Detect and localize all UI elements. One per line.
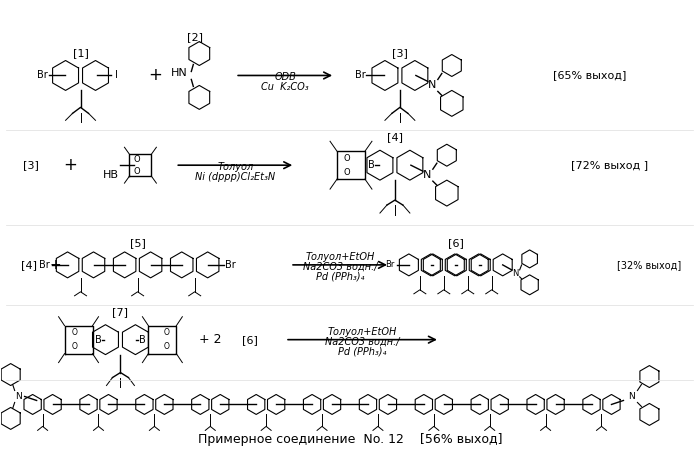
Text: O: O (164, 328, 169, 337)
Text: Br: Br (385, 261, 395, 269)
Text: O: O (344, 154, 350, 163)
Text: N: N (512, 269, 519, 278)
Text: Толуол: Толуол (217, 162, 253, 172)
Text: ODB: ODB (274, 73, 296, 83)
Text: [6]: [6] (243, 335, 258, 345)
Text: Pd (PPh₃)₄: Pd (PPh₃)₄ (338, 346, 387, 357)
Text: O: O (133, 155, 140, 164)
Text: [3]: [3] (392, 49, 408, 59)
Text: Примерное соединение  No. 12    [56% выход]: Примерное соединение No. 12 [56% выход] (198, 433, 503, 446)
Text: [65% выход]: [65% выход] (553, 70, 626, 80)
Text: N: N (15, 392, 22, 401)
Text: [3]: [3] (22, 160, 38, 170)
Text: I: I (115, 70, 118, 80)
Text: Br: Br (37, 70, 48, 80)
Text: B: B (95, 335, 102, 345)
Text: + 2: + 2 (199, 333, 222, 346)
Text: N: N (428, 80, 436, 90)
Text: B: B (139, 335, 146, 345)
Text: Толуол+EtOH: Толуол+EtOH (328, 327, 397, 337)
Text: [7]: [7] (113, 307, 129, 317)
Text: Толуол+EtOH: Толуол+EtOH (305, 252, 375, 262)
Text: Br: Br (354, 70, 366, 80)
Text: +: + (148, 66, 162, 84)
Text: O: O (133, 167, 140, 176)
Text: HB: HB (103, 170, 118, 180)
Text: Br: Br (39, 260, 50, 270)
Text: Cu  K₂CO₃: Cu K₂CO₃ (261, 83, 309, 93)
Text: Ni (dppp)Cl₂Et₃N: Ni (dppp)Cl₂Et₃N (195, 172, 275, 182)
Text: [6]: [6] (448, 238, 463, 248)
Text: N: N (628, 392, 635, 401)
Text: +: + (64, 156, 78, 174)
Text: Na2CO3 водн./: Na2CO3 водн./ (303, 262, 377, 272)
Text: [72% выход ]: [72% выход ] (571, 160, 648, 170)
Text: [5]: [5] (130, 238, 145, 248)
Text: [4]: [4] (387, 132, 403, 142)
Text: O: O (71, 328, 78, 337)
Text: Pd (PPh₃)₄: Pd (PPh₃)₄ (316, 272, 364, 282)
Text: [2]: [2] (187, 33, 203, 43)
Text: [4]: [4] (21, 260, 36, 270)
Text: O: O (71, 342, 78, 351)
Text: N: N (423, 170, 431, 180)
Text: +: + (50, 258, 62, 272)
Text: Br: Br (225, 260, 236, 270)
Text: Na2CO3 водн./: Na2CO3 водн./ (325, 337, 400, 347)
Text: O: O (344, 168, 350, 177)
Text: [32% выход]: [32% выход] (617, 260, 682, 270)
Text: B: B (368, 160, 375, 170)
Text: O: O (164, 342, 169, 351)
Text: HN: HN (171, 69, 188, 79)
Text: [1]: [1] (73, 49, 89, 59)
